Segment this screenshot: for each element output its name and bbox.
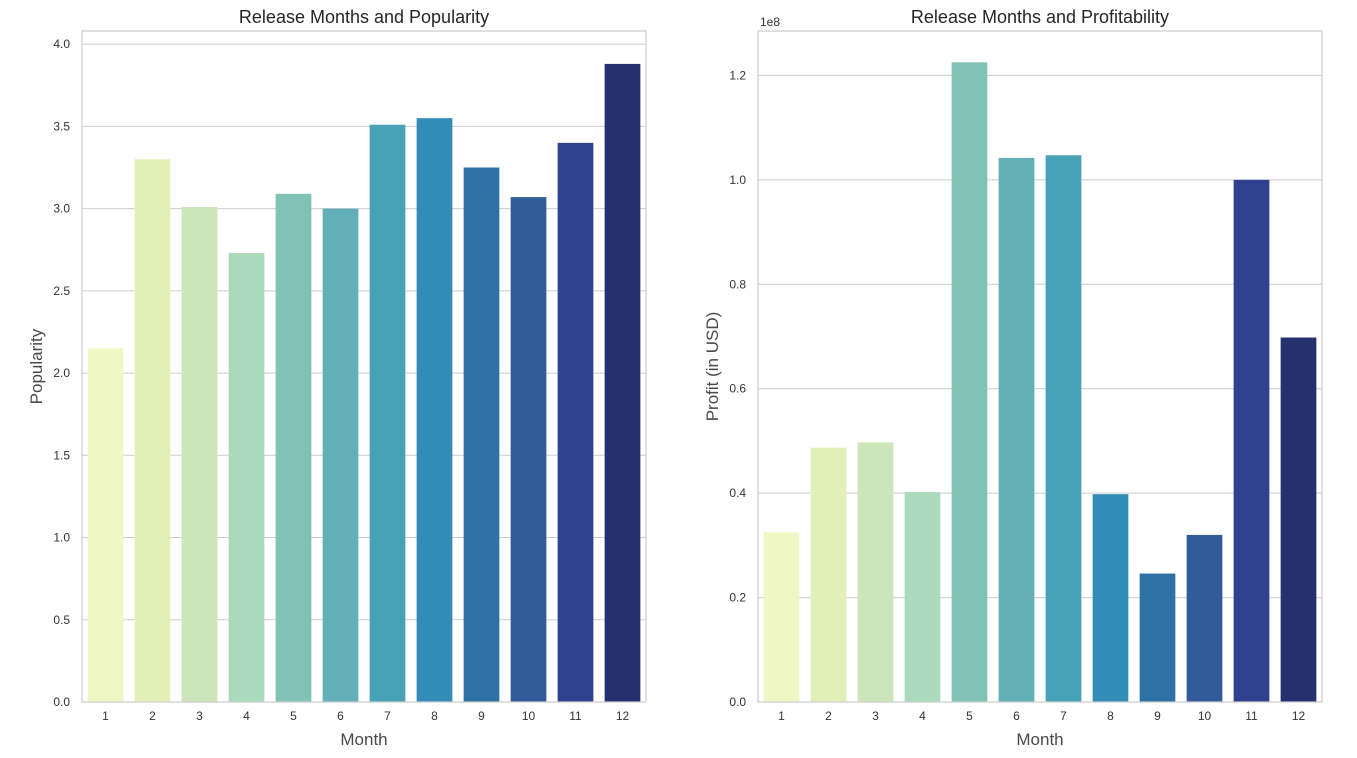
bar-month-9 bbox=[463, 167, 500, 703]
bar-month-6 bbox=[998, 157, 1035, 702]
x-tick-label: 9 bbox=[478, 709, 485, 723]
chart-panel-1: 0.00.51.01.52.02.53.03.54.01 2 3 4 5 6 7 8 9 10 11… bbox=[27, 7, 647, 749]
plot-frame bbox=[757, 30, 1323, 703]
x-tick-label: 12 bbox=[1292, 709, 1306, 723]
x-tick-label: 8 bbox=[1107, 709, 1114, 723]
plot-frame bbox=[81, 30, 647, 703]
x-tick-label: 11 bbox=[569, 709, 582, 723]
bar-month-3 bbox=[857, 442, 894, 702]
x-tick-label: 4 bbox=[919, 709, 926, 723]
y-tick-label: 0.5 bbox=[53, 613, 70, 627]
x-tick-label: 5 bbox=[966, 709, 973, 723]
x-tick-label: 6 bbox=[1013, 709, 1020, 723]
y-axis-label: Popularity bbox=[27, 328, 46, 404]
bar-month-2 bbox=[810, 447, 847, 702]
y-tick-label: 3.0 bbox=[53, 202, 70, 216]
x-tick-label: 9 bbox=[1154, 709, 1161, 723]
x-tick-label: 2 bbox=[149, 709, 156, 723]
x-axis-label: Month bbox=[340, 730, 387, 749]
bar-month-10 bbox=[1186, 534, 1223, 702]
x-tick-label: 6 bbox=[337, 709, 344, 723]
y-tick-label: 0.8 bbox=[729, 277, 746, 291]
y-tick-label: 2.5 bbox=[53, 284, 70, 298]
x-tick-label: 2 bbox=[825, 709, 832, 723]
bar-month-9 bbox=[1139, 573, 1176, 702]
bar-month-10 bbox=[510, 197, 547, 702]
x-tick-label: 11 bbox=[1245, 709, 1258, 723]
x-tick-label: 7 bbox=[1060, 709, 1067, 723]
y-tick-label: 1.0 bbox=[53, 531, 70, 545]
y-tick-label: 0.6 bbox=[729, 382, 746, 396]
y-tick-label: 2.0 bbox=[53, 366, 70, 380]
bar-month-11 bbox=[557, 142, 594, 703]
bar-month-11 bbox=[1233, 179, 1270, 702]
x-tick-label: 3 bbox=[196, 709, 203, 723]
y-axis-label: Profit (in USD) bbox=[703, 312, 722, 422]
chart-title: Release Months and Profitability bbox=[911, 7, 1169, 27]
bar-month-2 bbox=[134, 159, 171, 702]
y-tick-label: 1.2 bbox=[729, 68, 746, 82]
y-tick-label: 0.2 bbox=[729, 591, 746, 605]
y-tick-label: 1.5 bbox=[53, 448, 70, 462]
bar-month-4 bbox=[228, 253, 265, 702]
bar-month-8 bbox=[1092, 494, 1129, 702]
y-tick-label: 4.0 bbox=[53, 37, 70, 51]
bar-month-1 bbox=[763, 532, 800, 702]
y-offset-label: 1e8 bbox=[760, 15, 780, 29]
x-tick-label: 1 bbox=[102, 709, 109, 723]
bar-month-7 bbox=[1045, 155, 1082, 703]
x-tick-label: 3 bbox=[872, 709, 879, 723]
y-tick-label: 3.5 bbox=[53, 119, 70, 133]
y-tick-label: 1.0 bbox=[729, 173, 746, 187]
x-tick-label: 4 bbox=[243, 709, 250, 723]
bar-month-5 bbox=[951, 62, 988, 702]
bar-month-12 bbox=[1280, 337, 1317, 702]
x-tick-label: 12 bbox=[616, 709, 630, 723]
bar-month-4 bbox=[904, 492, 941, 702]
bar-month-6 bbox=[322, 208, 359, 702]
bar-month-1 bbox=[87, 348, 124, 702]
x-tick-label: 10 bbox=[522, 709, 536, 723]
y-tick-label: 0.0 bbox=[53, 695, 70, 709]
x-axis-label: Month bbox=[1016, 730, 1063, 749]
y-tick-label: 0.0 bbox=[729, 695, 746, 709]
y-tick-label: 0.4 bbox=[729, 486, 746, 500]
x-tick-label: 5 bbox=[290, 709, 297, 723]
chart-panel-2: 0.00.20.40.60.81.01.21 2 3 4 5 6 7 8 9 10 11 12Rele… bbox=[703, 7, 1323, 749]
x-tick-label: 7 bbox=[384, 709, 391, 723]
bar-month-12 bbox=[604, 63, 641, 703]
bar-month-5 bbox=[275, 193, 312, 703]
x-tick-label: 8 bbox=[431, 709, 438, 723]
x-tick-label: 10 bbox=[1198, 709, 1212, 723]
bar-month-3 bbox=[181, 206, 218, 703]
bar-month-8 bbox=[416, 118, 453, 703]
bar-month-7 bbox=[369, 124, 406, 702]
x-tick-label: 1 bbox=[778, 709, 785, 723]
chart-title: Release Months and Popularity bbox=[239, 7, 489, 27]
